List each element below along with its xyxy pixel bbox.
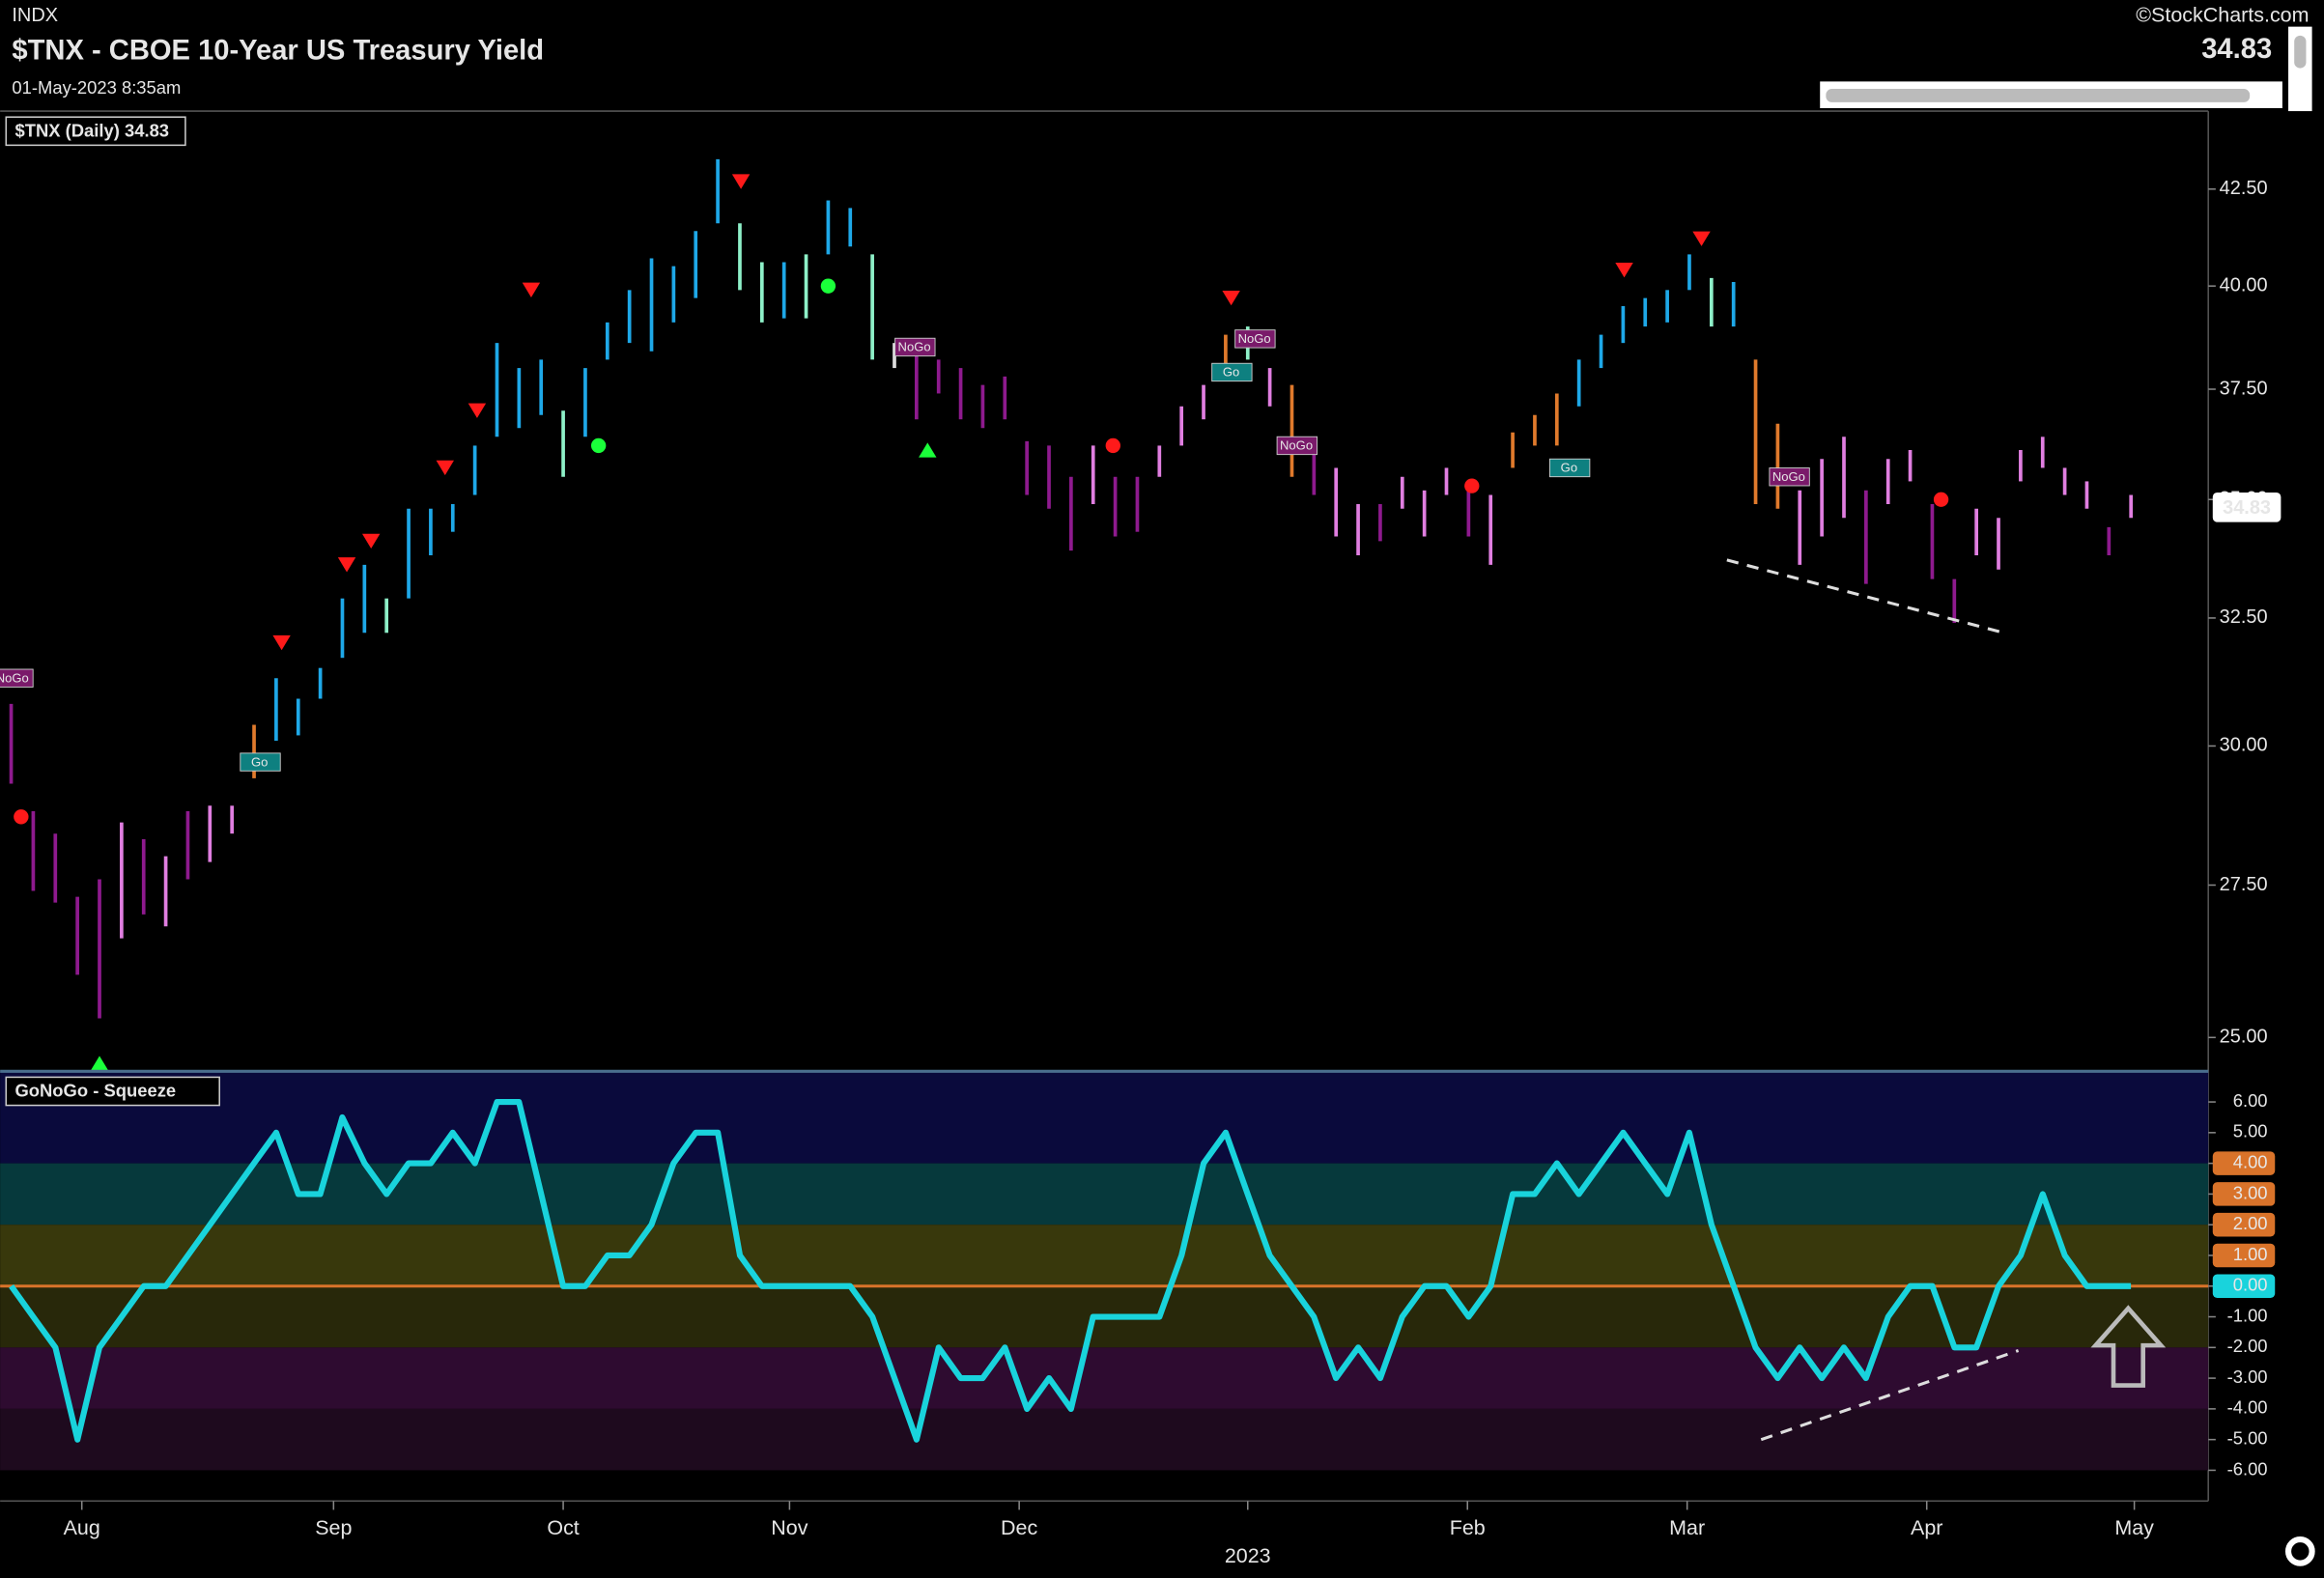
signal-label-box: [0, 668, 34, 688]
last-price: 34.83: [2201, 34, 2272, 65]
y-tick-label: -3.00: [2227, 1367, 2268, 1387]
signal-label: NoGo: [898, 340, 931, 354]
zone-band: [0, 1163, 2209, 1226]
signal-down: [361, 533, 381, 549]
y-tick-label: 32.50: [2220, 606, 2268, 628]
y-tick-label: 25.00: [2220, 1027, 2268, 1048]
chart-title: $TNX - CBOE 10-Year US Treasury Yield: [12, 35, 544, 66]
y-tick-label: 5.00: [2233, 1121, 2268, 1141]
signal-down: [272, 634, 291, 651]
signal-dot: [14, 809, 29, 825]
zone-band: [0, 1347, 2209, 1409]
signal-up: [919, 442, 937, 458]
signal-dot: [590, 437, 607, 454]
y-tick-label: -6.00: [2227, 1458, 2268, 1479]
y-tick-label: -2.00: [2227, 1336, 2268, 1356]
y-tick-label: 6.00: [2233, 1090, 2268, 1111]
signal-label: NoGo: [1280, 438, 1313, 453]
trendline: [1760, 1349, 2020, 1442]
y-tick-box: [2212, 1151, 2276, 1175]
x-tick-label: Oct: [547, 1516, 579, 1539]
x-tick-label: Apr: [1911, 1516, 1942, 1539]
signal-down: [1615, 263, 1633, 278]
y-tick-label: 1.00: [2233, 1244, 2268, 1264]
zone-band: [0, 1071, 2209, 1164]
signal-dot: [1933, 492, 1949, 507]
x-tick-label: Sep: [315, 1516, 352, 1539]
y-tick-label: -1.00: [2227, 1305, 2268, 1325]
y-tick-label: 4.00: [2233, 1151, 2268, 1171]
y-tick-label: 40.00: [2220, 274, 2268, 296]
signal-label: Go: [1561, 461, 1577, 475]
x-tick-label: 2023: [1225, 1544, 1271, 1567]
last-price-tag: [2212, 492, 2281, 522]
signal-down: [436, 460, 454, 476]
y-tick-label: 3.00: [2233, 1182, 2268, 1202]
exchange: INDX: [12, 5, 58, 26]
oscillator-line: [9, 1098, 2132, 1443]
signal-up: [90, 1056, 109, 1071]
signal-label: NoGo: [0, 670, 29, 685]
y-tick-label: -4.00: [2227, 1397, 2268, 1418]
y-tick-label: 42.50: [2220, 178, 2268, 199]
scrollbar-thumb[interactable]: [1826, 89, 2251, 102]
signal-label: NoGo: [1238, 331, 1271, 346]
plot: 25.0027.5030.0032.5035.0037.5040.0042.50…: [0, 158, 2281, 1567]
zone-band: [0, 1408, 2209, 1471]
signal-down: [468, 403, 487, 418]
legend-box: [5, 1076, 220, 1107]
x-tick-label: Mar: [1669, 1516, 1705, 1539]
legend-box: [5, 116, 186, 147]
signal-down: [1222, 290, 1240, 306]
signal-down: [337, 557, 356, 573]
vertical-scrollbar-thumb[interactable]: [2294, 35, 2307, 69]
settings-icon[interactable]: [2284, 1536, 2315, 1566]
y-tick-box: [2212, 1182, 2276, 1206]
y-tick-label: 27.50: [2220, 874, 2268, 895]
x-tick-label: May: [2114, 1516, 2154, 1539]
credit: ©StockCharts.com: [2136, 4, 2309, 27]
signal-label-box: [1769, 467, 1810, 487]
timestamp: 01-May-2023 8:35am: [12, 77, 181, 98]
y-tick-label: 2.00: [2233, 1213, 2268, 1233]
signal-label-box: [1276, 436, 1318, 456]
legend: GoNoGo - Squeeze: [14, 1081, 176, 1101]
legend: $TNX (Daily) 34.83: [14, 120, 169, 140]
x-tick-label: Feb: [1450, 1516, 1486, 1539]
x-tick-label: Aug: [64, 1516, 100, 1539]
up-arrow-annotation: [2090, 1305, 2167, 1388]
last-price-label: 34.83: [2223, 497, 2271, 519]
trendline: [1726, 558, 2005, 634]
signal-label: Go: [1223, 365, 1239, 380]
x-tick-label: Nov: [771, 1516, 808, 1539]
signal-label-box: [1234, 329, 1276, 349]
signal-label-box: [240, 752, 281, 772]
signal-label: Go: [251, 754, 268, 769]
y-tick-box: [2212, 1243, 2276, 1268]
y-tick-box: [2212, 1212, 2276, 1237]
signal-label: NoGo: [1772, 469, 1805, 484]
signal-label-box: [1548, 458, 1591, 478]
signal-down: [522, 282, 541, 297]
y-tick-label: 30.00: [2220, 735, 2268, 756]
signal-down: [1692, 231, 1711, 246]
signal-dot: [820, 278, 836, 294]
signal-down: [731, 174, 751, 189]
signal-dot: [1464, 478, 1480, 493]
zone-band: [0, 1225, 2209, 1286]
y-tick-label: -5.00: [2227, 1428, 2268, 1449]
y-tick-label: 0.00: [2233, 1275, 2268, 1295]
y-tick-label: 37.50: [2220, 378, 2268, 399]
signal-dot: [1105, 437, 1120, 454]
x-tick-label: Dec: [1001, 1516, 1037, 1539]
y-tick-box: [2212, 1274, 2276, 1299]
signal-label-box: [1211, 362, 1253, 382]
signal-label-box: [894, 337, 936, 357]
